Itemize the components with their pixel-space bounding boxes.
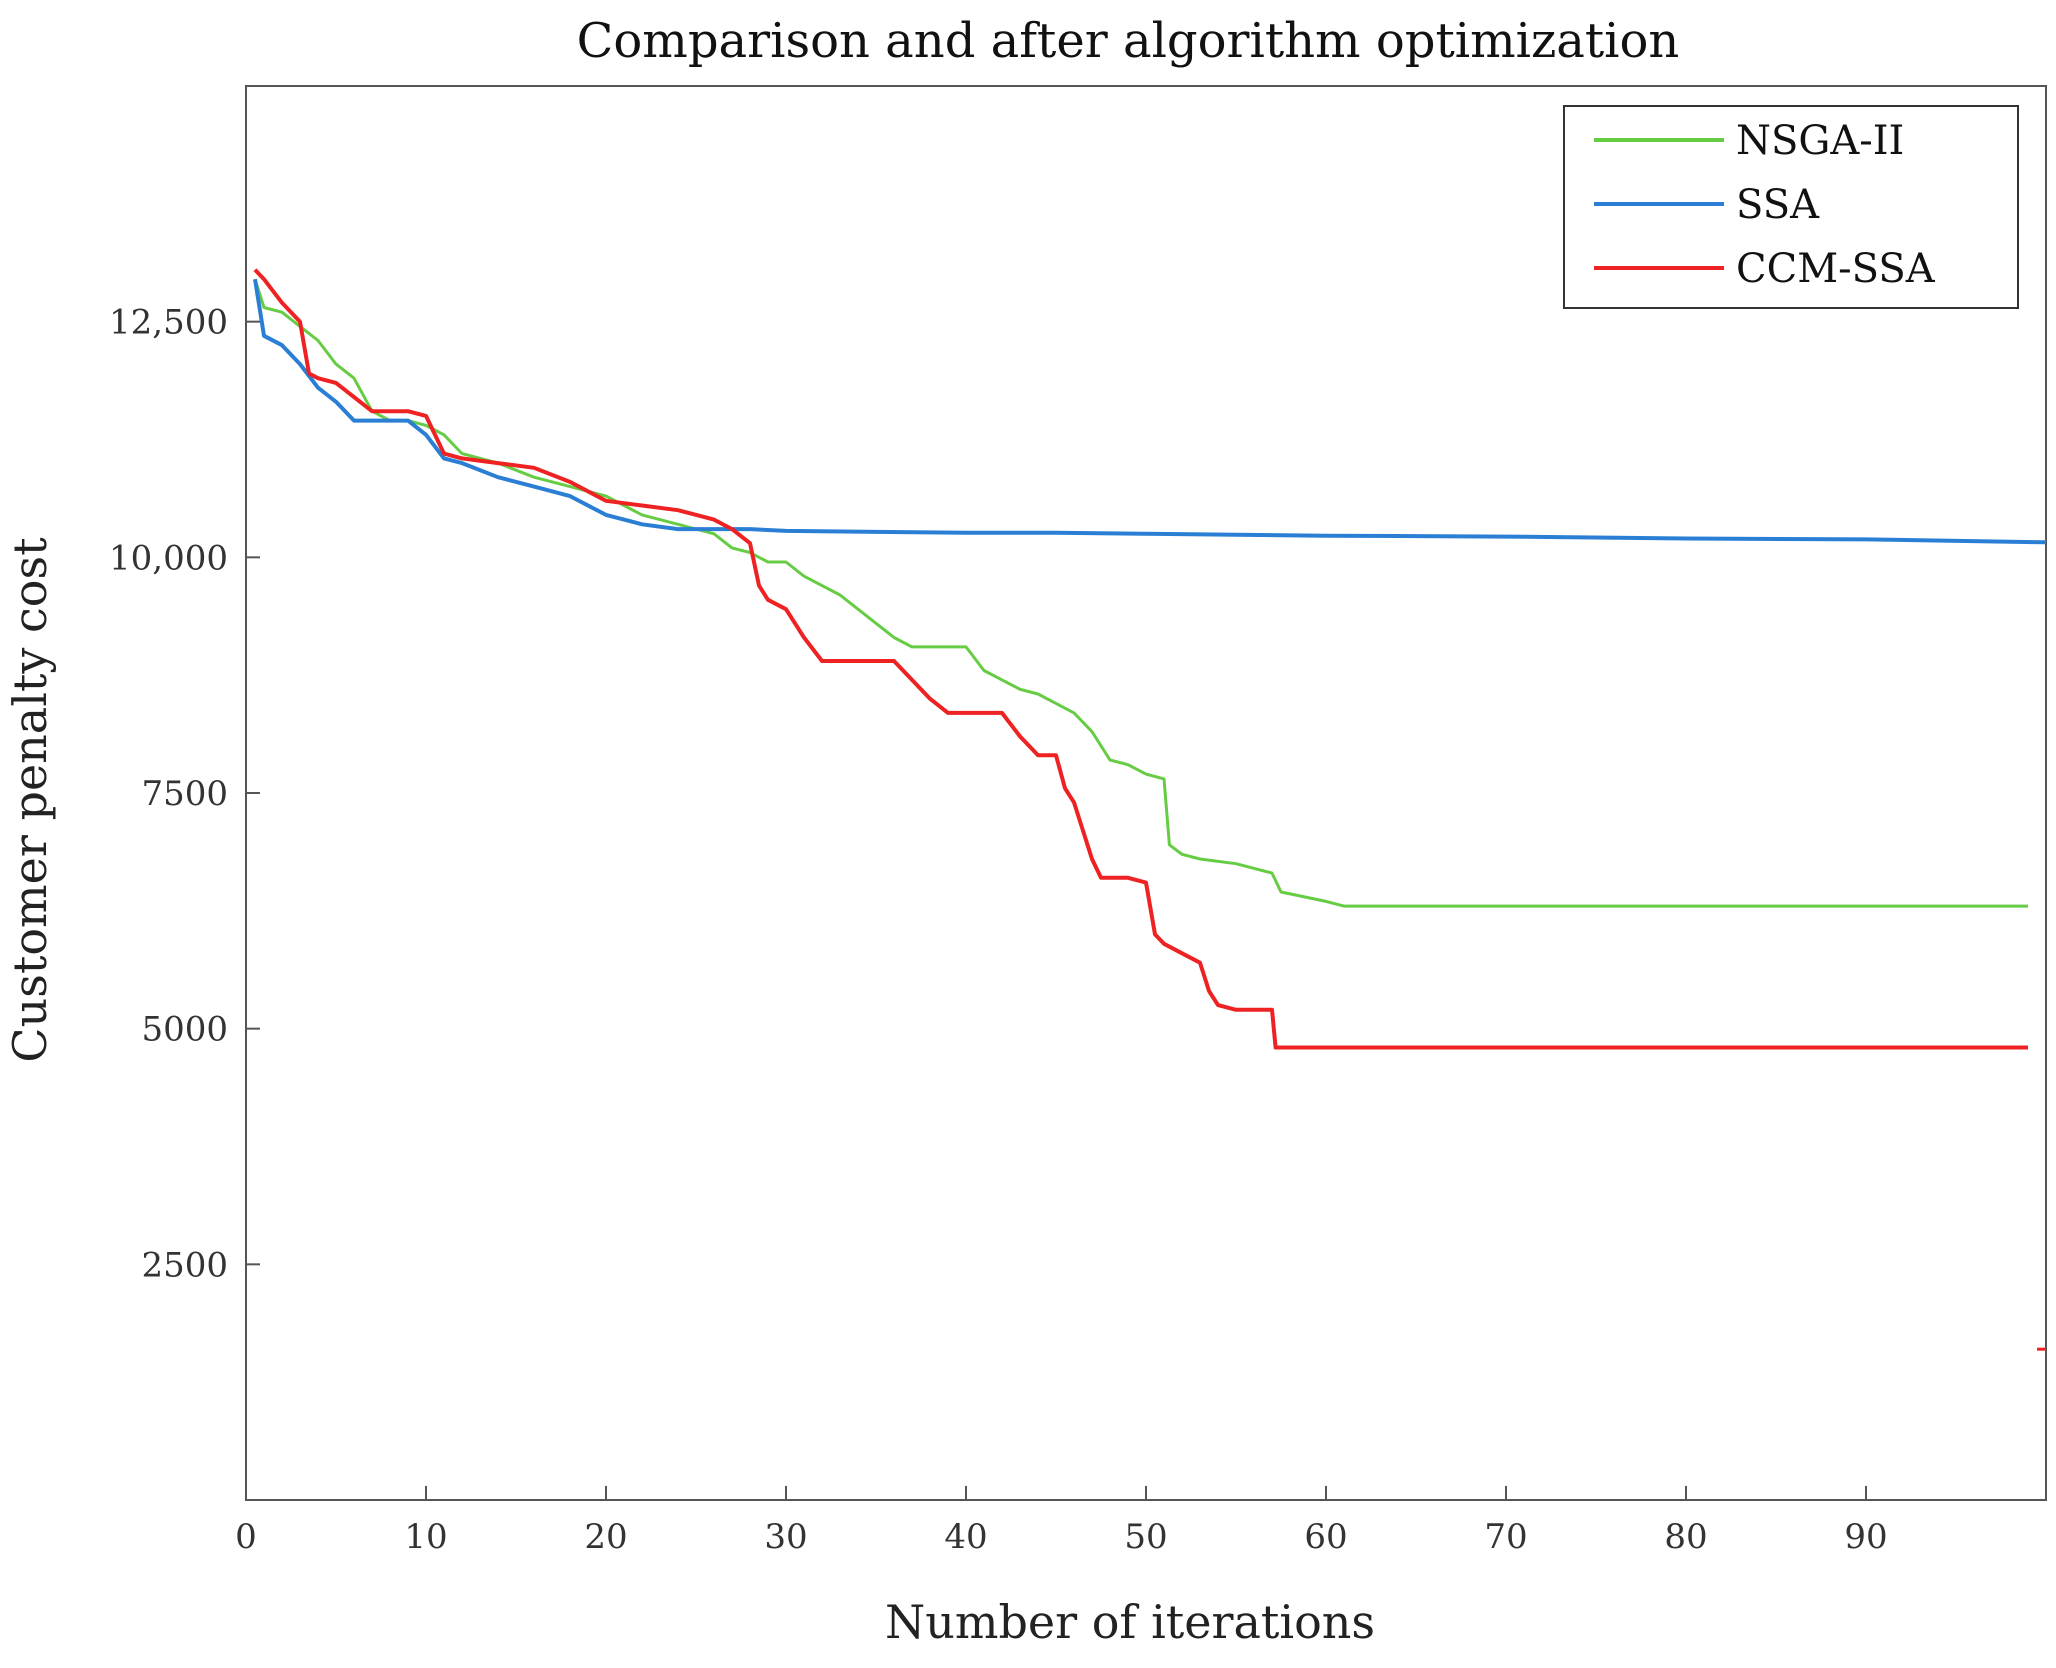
y-tick-label: 2500 xyxy=(141,1245,228,1285)
x-tick-label: 20 xyxy=(584,1517,627,1557)
y-tick-label: 5000 xyxy=(141,1010,228,1050)
series-line-nsga-ii xyxy=(253,278,2028,908)
series-line-ssa xyxy=(253,278,2047,545)
plot-area: 0 10 20 30 40 50 60 70 80 90 2500 5000 7500 10,000 12… xyxy=(109,85,2047,1557)
y-axis: 2500 5000 7500 10,000 12,500 xyxy=(109,303,260,1285)
series-line-ccm-ssa xyxy=(253,268,2028,1050)
legend-label-ccm-ssa: CCM-SSA xyxy=(1736,246,1936,292)
legend-label-ssa: SSA xyxy=(1736,182,1820,228)
x-tick-label: 0 xyxy=(235,1517,257,1557)
x-tick-label: 60 xyxy=(1304,1517,1347,1557)
x-tick-label: 40 xyxy=(944,1517,987,1557)
x-tick-label: 80 xyxy=(1664,1517,1707,1557)
chart-title: Comparison and after algorithm optimizat… xyxy=(577,13,1680,69)
y-tick-label: 12,500 xyxy=(109,303,228,343)
x-tick-label: 30 xyxy=(764,1517,807,1557)
legend-label-nsga-ii: NSGA-II xyxy=(1736,118,1904,164)
legend: NSGA-II SSA CCM-SSA xyxy=(1563,105,2019,309)
x-axis-label: Number of iterations xyxy=(885,1595,1375,1649)
x-tick-label: 70 xyxy=(1484,1517,1527,1557)
series-lines xyxy=(253,268,2047,1050)
y-tick-label: 7500 xyxy=(141,774,228,814)
y-tick-label: 10,000 xyxy=(109,538,228,578)
x-tick-label: 50 xyxy=(1124,1517,1167,1557)
x-axis: 0 10 20 30 40 50 60 70 80 90 xyxy=(235,1486,1888,1557)
x-tick-label: 10 xyxy=(404,1517,447,1557)
x-tick-label: 90 xyxy=(1844,1517,1887,1557)
legend-items: NSGA-II SSA CCM-SSA xyxy=(1594,118,1936,292)
y-axis-label: Customer penalty cost xyxy=(3,537,57,1063)
